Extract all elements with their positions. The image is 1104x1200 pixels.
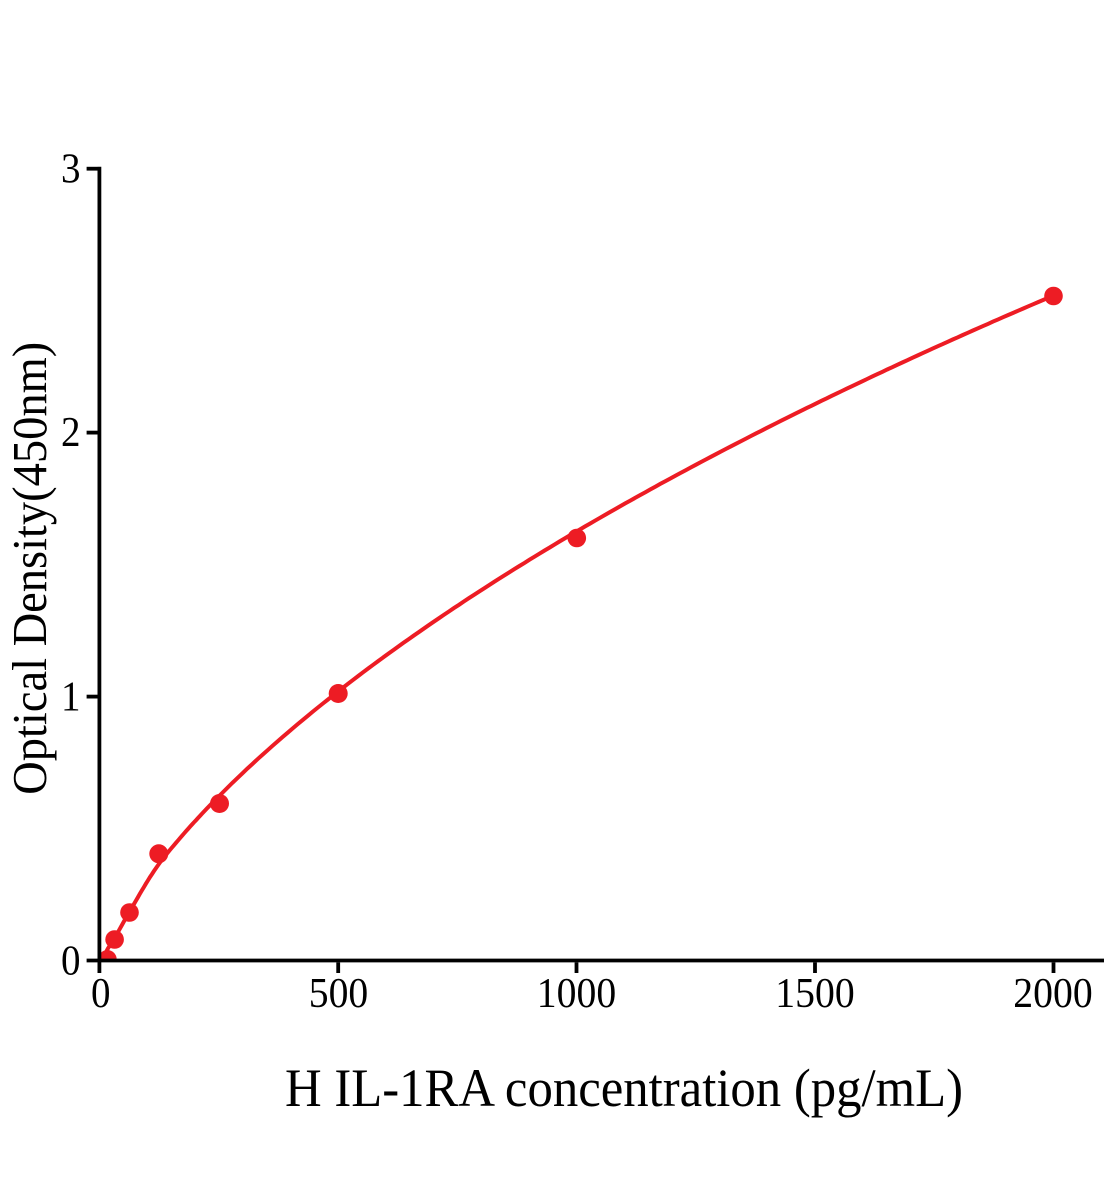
svg-text:2000: 2000 bbox=[1013, 971, 1092, 1017]
svg-text:3: 3 bbox=[61, 146, 81, 192]
svg-text:H IL-1RA concentration (pg/mL): H IL-1RA concentration (pg/mL) bbox=[285, 1058, 963, 1118]
svg-text:1500: 1500 bbox=[775, 971, 854, 1017]
svg-text:0: 0 bbox=[61, 939, 81, 985]
svg-text:1000: 1000 bbox=[537, 971, 616, 1017]
svg-text:2: 2 bbox=[61, 410, 81, 456]
svg-text:Optical Density(450nm): Optical Density(450nm) bbox=[2, 342, 57, 795]
svg-text:500: 500 bbox=[309, 971, 369, 1017]
svg-text:0: 0 bbox=[91, 971, 111, 1017]
svg-text:1: 1 bbox=[61, 674, 81, 720]
